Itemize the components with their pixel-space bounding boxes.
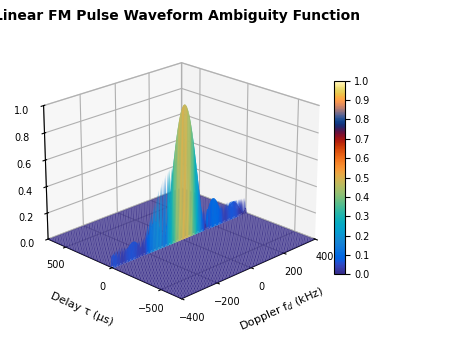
- Y-axis label: Delay τ (μs): Delay τ (μs): [49, 291, 114, 328]
- Title: Linear FM Pulse Waveform Ambiguity Function: Linear FM Pulse Waveform Ambiguity Funct…: [0, 9, 361, 23]
- X-axis label: Doppler f$_d$ (kHz): Doppler f$_d$ (kHz): [237, 285, 326, 334]
